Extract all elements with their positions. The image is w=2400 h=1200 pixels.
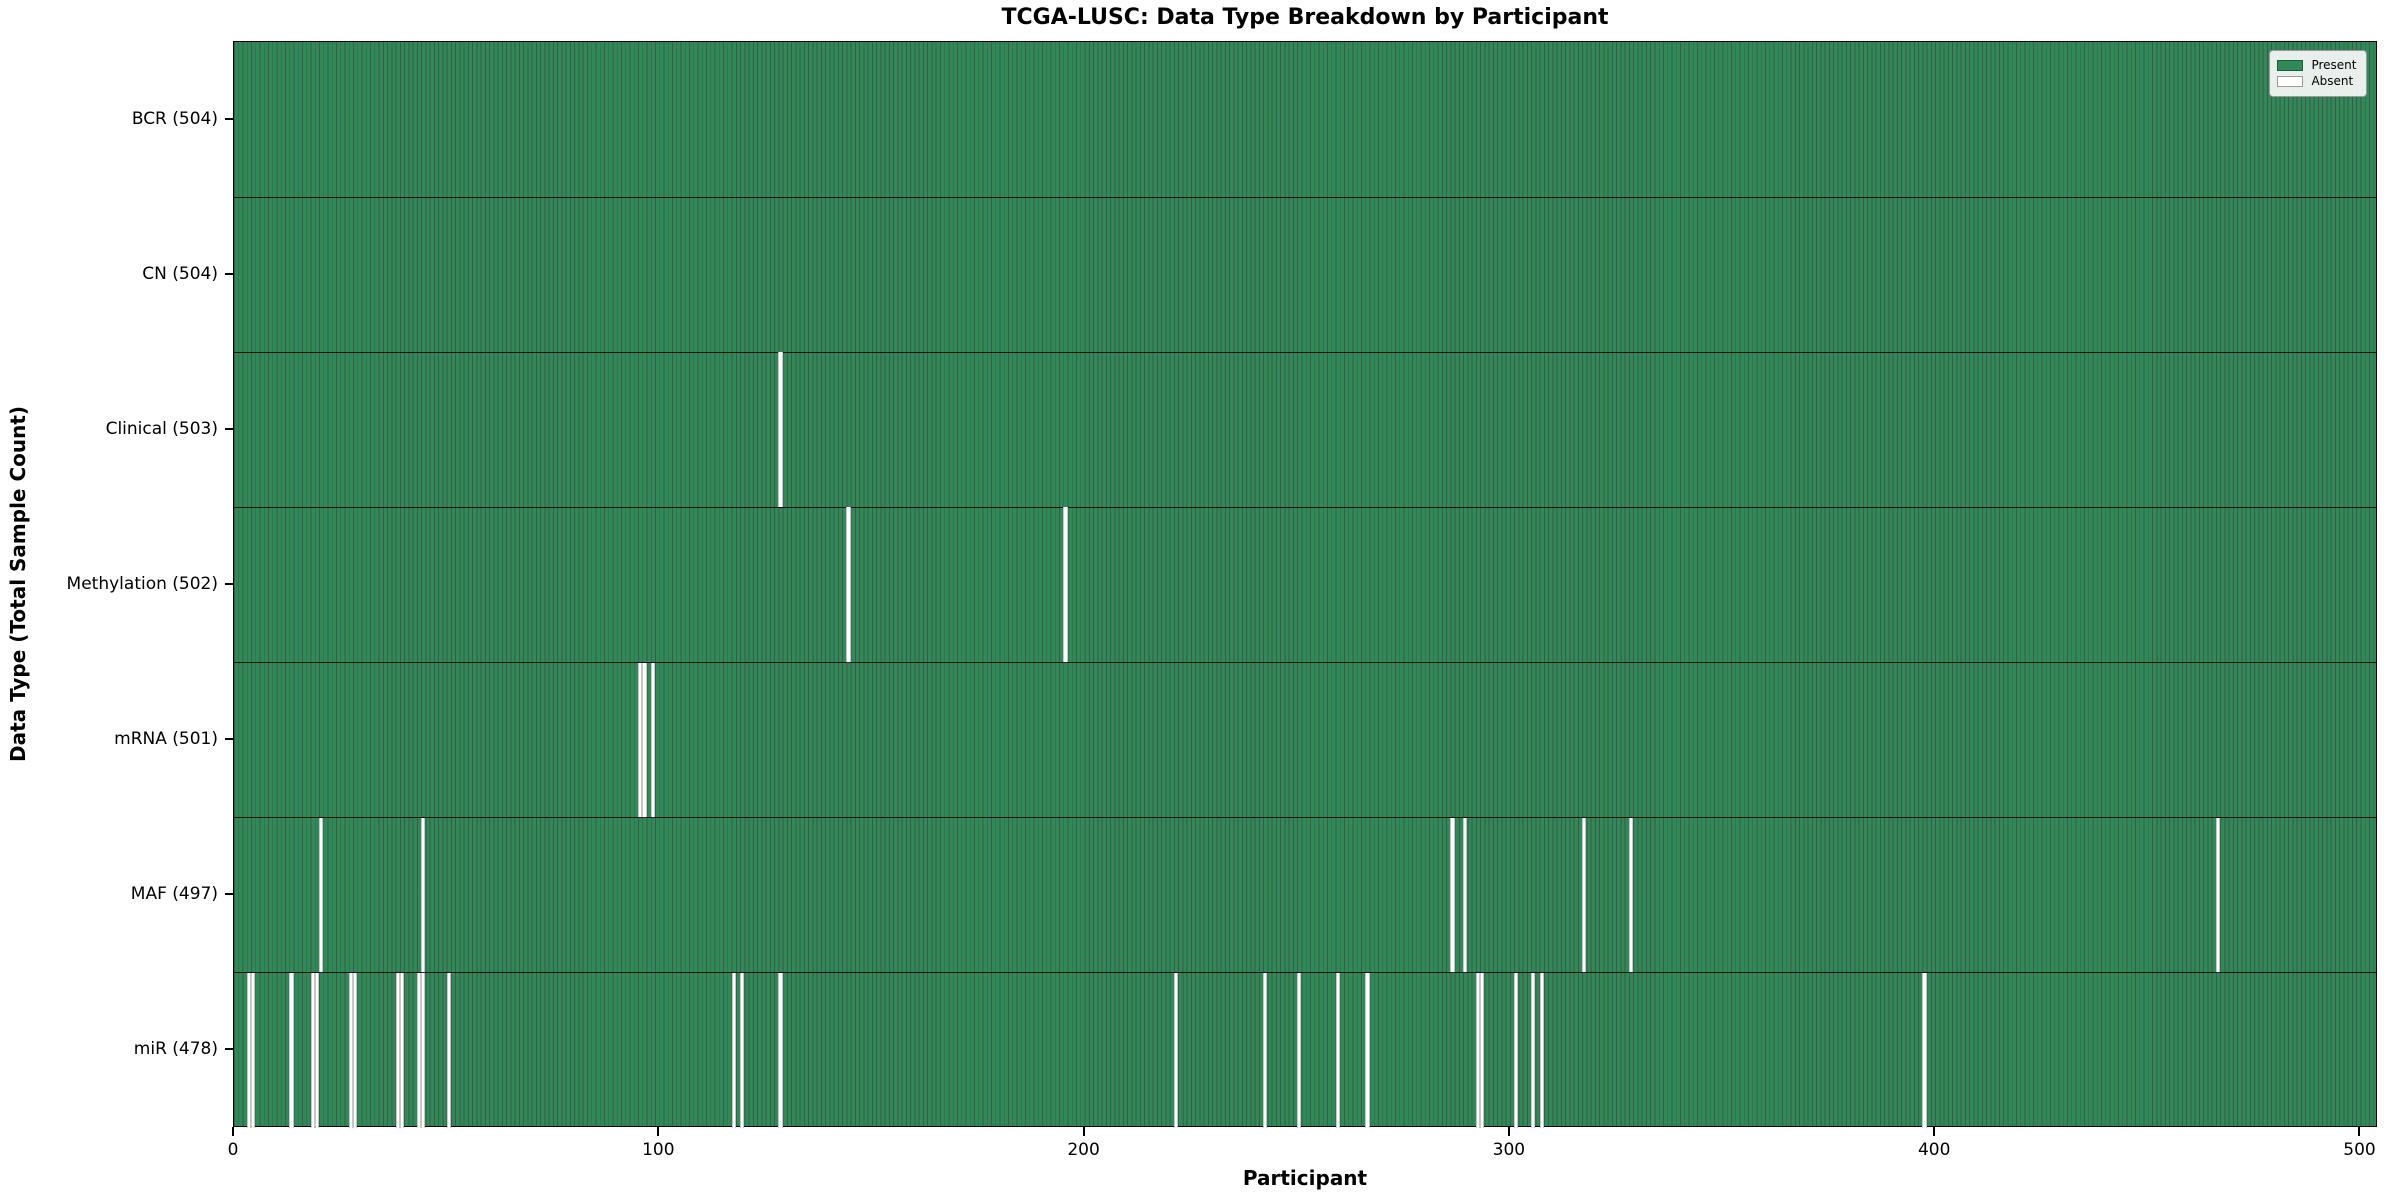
row-separator bbox=[234, 196, 2376, 198]
legend: Present Absent bbox=[2269, 50, 2367, 97]
row-separator bbox=[234, 661, 2376, 664]
y-tick-mark bbox=[225, 272, 233, 275]
absent-bar-mRNA-98 bbox=[650, 662, 656, 818]
row-separator bbox=[234, 351, 2376, 353]
absent-bar-miR-18 bbox=[310, 972, 315, 1128]
row-separator bbox=[234, 817, 2376, 819]
x-axis-title: Participant bbox=[1242, 1166, 1368, 1190]
x-tick-mark-400 bbox=[1933, 1127, 1936, 1136]
absent-bar-miR-307 bbox=[1539, 972, 1544, 1128]
chart-title: TCGA-LUSC: Data Type Breakdown by Partic… bbox=[1001, 5, 1609, 30]
absent-bar-miR-221 bbox=[1173, 972, 1179, 1128]
absent-bar-miR-27 bbox=[348, 972, 354, 1128]
absent-bar-MAF-289 bbox=[1463, 817, 1468, 973]
absent-bar-miR-266 bbox=[1365, 972, 1370, 1128]
absent-bar-miR-44 bbox=[421, 972, 426, 1128]
absent-bar-MAF-317 bbox=[1582, 817, 1587, 973]
absent-bar-miR-259 bbox=[1335, 972, 1340, 1128]
absent-bar-miR-4 bbox=[251, 972, 256, 1128]
absent-bar-miR-28 bbox=[353, 972, 358, 1128]
absent-bar-MAF-286 bbox=[1450, 817, 1455, 973]
y-tick-label-BCR: BCR (504) bbox=[131, 108, 218, 129]
y-tick-mark bbox=[225, 117, 233, 120]
x-tick-mark-500 bbox=[2358, 1127, 2361, 1136]
y-tick-label-Methylation: Methylation (502) bbox=[66, 574, 218, 594]
absent-bar-miR-19 bbox=[314, 972, 320, 1128]
absent-bar-MAF-328 bbox=[1628, 817, 1634, 973]
absent-bar-miR-305 bbox=[1531, 972, 1536, 1128]
absent-bar-miR-250 bbox=[1297, 972, 1302, 1128]
absent-bar-miR-13 bbox=[289, 972, 294, 1128]
absent-bar-Methylation-195 bbox=[1063, 507, 1068, 663]
absent-bar-mRNA-95 bbox=[638, 662, 643, 818]
y-tick-label-mRNA: mRNA (501) bbox=[114, 729, 218, 750]
x-tick-label-100: 100 bbox=[642, 1140, 675, 1160]
x-tick-label-0: 0 bbox=[227, 1140, 239, 1160]
legend-swatch-absent bbox=[2277, 76, 2304, 87]
y-tick-label-MAF: MAF (497) bbox=[130, 884, 218, 905]
absent-bar-miR-3 bbox=[246, 972, 251, 1128]
x-tick-mark-0 bbox=[232, 1127, 234, 1136]
y-tick-mark bbox=[225, 1048, 233, 1051]
x-tick-label-300: 300 bbox=[1492, 1140, 1526, 1160]
absent-bar-Methylation-144 bbox=[846, 507, 851, 663]
legend-swatch-present bbox=[2277, 60, 2304, 71]
absent-bar-mRNA-96 bbox=[642, 662, 647, 818]
absent-bar-Clinical-128 bbox=[778, 352, 783, 508]
absent-bar-miR-293 bbox=[1480, 972, 1485, 1128]
x-tick-mark-200 bbox=[1082, 1127, 1085, 1136]
absent-bar-MAF-466 bbox=[2215, 817, 2221, 973]
absent-bar-miR-119 bbox=[740, 972, 745, 1128]
x-tick-label-500: 500 bbox=[2343, 1140, 2376, 1160]
row-separator bbox=[234, 506, 2376, 509]
plot-area: Present Absent bbox=[233, 41, 2377, 1128]
absent-bar-miR-397 bbox=[1922, 972, 1927, 1128]
absent-bar-MAF-44 bbox=[421, 817, 426, 973]
y-tick-mark bbox=[225, 583, 233, 585]
x-tick-label-400: 400 bbox=[1917, 1140, 1951, 1160]
y-tick-mark bbox=[225, 738, 233, 741]
absent-bar-miR-128 bbox=[778, 972, 783, 1128]
absent-bar-miR-301 bbox=[1514, 972, 1519, 1128]
x-tick-mark-100 bbox=[657, 1127, 660, 1136]
absent-bar-miR-117 bbox=[731, 972, 736, 1128]
row-separator bbox=[234, 972, 2376, 974]
absent-bar-miR-38 bbox=[395, 972, 400, 1128]
absent-bar-miR-292 bbox=[1475, 972, 1481, 1128]
y-tick-mark bbox=[225, 893, 233, 896]
y-tick-label-Clinical: Clinical (503) bbox=[105, 418, 218, 439]
y-tick-mark bbox=[225, 427, 233, 430]
absent-bar-miR-50 bbox=[446, 972, 451, 1128]
legend-label-absent: Absent bbox=[2311, 74, 2354, 88]
y-tick-label-miR: miR (478) bbox=[133, 1039, 218, 1060]
absent-bar-miR-43 bbox=[416, 972, 422, 1128]
absent-bar-miR-39 bbox=[399, 972, 405, 1128]
absent-bar-MAF-20 bbox=[319, 817, 324, 973]
x-tick-mark-300 bbox=[1507, 1127, 1510, 1136]
legend-label-present: Present bbox=[2311, 58, 2357, 72]
legend-entry-present: Present bbox=[2277, 58, 2357, 72]
y-tick-label-CN: CN (504) bbox=[142, 263, 218, 284]
legend-entry-absent: Absent bbox=[2277, 75, 2356, 88]
x-tick-label-200: 200 bbox=[1067, 1140, 1100, 1160]
absent-bar-miR-242 bbox=[1263, 972, 1268, 1128]
